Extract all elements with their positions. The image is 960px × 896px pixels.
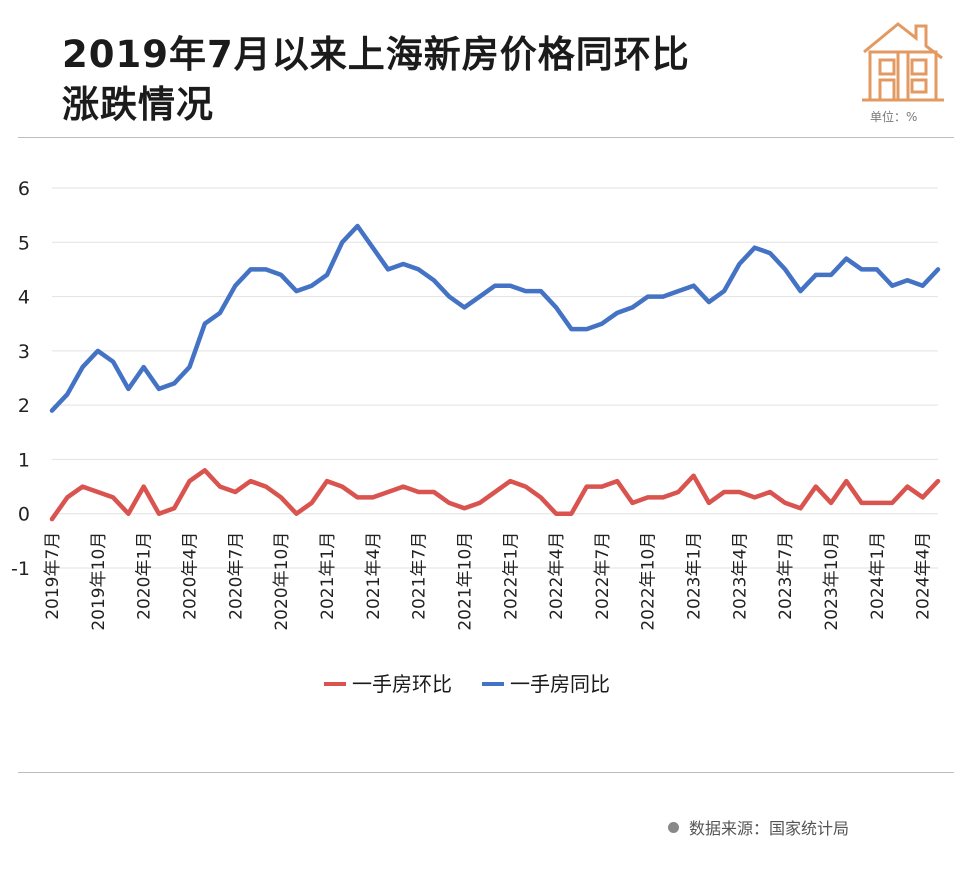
x-tick-label: 2022年1月: [501, 532, 521, 620]
x-tick-label: 2020年10月: [272, 532, 292, 631]
bullet-icon: [668, 821, 679, 833]
page-title: 2019年7月以来上海新房价格同环比 涨跌情况: [62, 30, 762, 130]
legend-label: 一手房环比: [352, 672, 452, 696]
y-tick-label: 3: [18, 341, 30, 363]
x-tick-label: 2024年4月: [914, 532, 934, 620]
x-tick-label: 2021年1月: [318, 532, 338, 620]
x-tick-label: 2021年4月: [364, 532, 384, 620]
y-tick-label: 6: [18, 178, 30, 200]
legend: 一手房环比 一手房同比: [324, 672, 610, 696]
grid: [52, 187, 938, 569]
y-tick-label: 4: [18, 287, 30, 309]
x-tick-label: 2023年10月: [822, 532, 842, 631]
source-text: 数据来源：国家统计局: [689, 819, 850, 838]
title-line-2: 涨跌情况: [62, 83, 214, 126]
x-tick-label: 2024年1月: [868, 532, 888, 620]
x-tick-label: 2020年1月: [135, 532, 155, 620]
series-line-1: [49, 468, 941, 522]
y-tick-label: 5: [18, 232, 30, 254]
title-line-1: 2019年7月以来上海新房价格同环比: [62, 33, 690, 76]
source-note: 数据来源：国家统计局: [668, 815, 849, 839]
x-tick-label: 2023年7月: [776, 532, 796, 620]
series-line-2: [49, 223, 941, 413]
x-tick-label: 2021年10月: [455, 532, 475, 631]
x-tick-label: 2019年10月: [89, 532, 109, 631]
x-tick-label: 2023年4月: [730, 532, 750, 620]
x-axis: 2019年7月 2019年10月 2020年1月 2020年4月 2020年7月 2020…: [43, 532, 934, 631]
x-tick-label: 2023年1月: [685, 532, 705, 620]
unit-label: 单位：%: [870, 110, 918, 124]
top-divider: [18, 137, 954, 138]
x-tick-label: 2020年4月: [180, 532, 200, 620]
series-lines: [49, 223, 941, 522]
x-tick-label: 2020年7月: [226, 532, 246, 620]
x-tick-label: 2022年10月: [639, 532, 659, 631]
x-tick-label: 2022年4月: [547, 532, 567, 620]
x-tick-label: 2021年7月: [410, 532, 430, 620]
y-tick-label: 1: [18, 449, 30, 471]
y-tick-label: -1: [11, 558, 30, 580]
x-tick-label: 2019年7月: [43, 532, 63, 620]
house-icon: [862, 22, 944, 102]
y-axis: -1 0 1 2 3 4 5 6: [11, 178, 30, 580]
legend-label: 一手房同比: [510, 672, 610, 696]
bottom-divider: [18, 772, 954, 773]
x-tick-label: 2022年7月: [593, 532, 613, 620]
y-tick-label: 0: [18, 504, 30, 526]
y-tick-label: 2: [18, 395, 30, 417]
